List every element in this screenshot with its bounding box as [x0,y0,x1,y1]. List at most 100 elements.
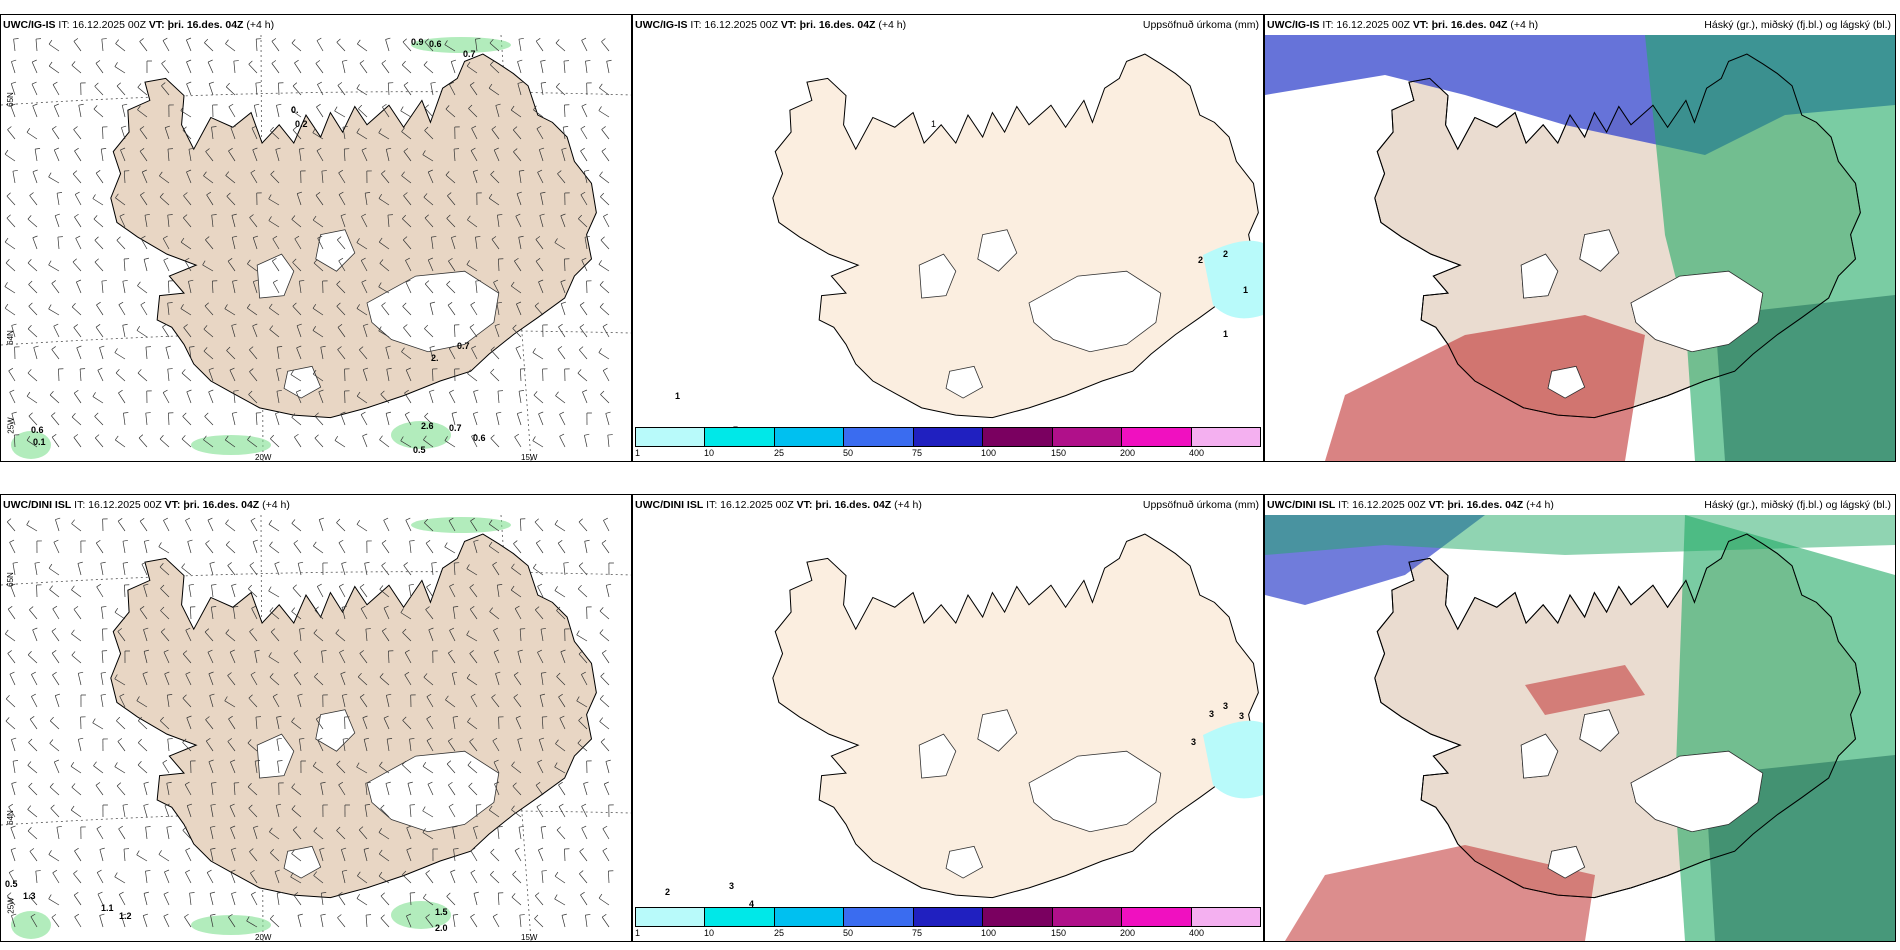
wind-barb-flag [580,147,585,152]
wind-barb-flag [10,103,16,107]
wind-barb-flag [428,257,433,261]
wind-barb-flag [9,671,15,675]
wind-barb [270,174,280,184]
wind-barb-flag [407,781,413,784]
wind-barb-flag [559,411,565,415]
wind-barb [211,215,214,228]
wind-barb-flag [556,826,561,831]
wind-barb [495,105,500,118]
wind-barb [423,897,434,906]
wind-barb-flag [364,737,370,740]
wind-barb [554,766,566,774]
wind-barb [115,43,126,52]
wind-barb [163,893,170,906]
wind-barb-flag [254,649,260,652]
wind-barb-flag [275,411,281,414]
wind-barb [74,850,82,862]
wind-barb [136,854,148,862]
precip-blob [411,517,511,533]
wind-barb [427,259,434,272]
wind-barb-flag [208,671,214,675]
wind-barb [211,585,214,598]
wind-barb [424,283,434,294]
wind-barb [232,281,236,294]
wind-barb [517,651,522,664]
wind-barb [336,42,346,52]
wind-barb [341,849,346,862]
wind-barb [10,585,16,598]
wind-barb-flag [534,518,539,523]
wind-barb [101,39,104,52]
wind-barb [184,260,192,272]
wind-barb-flag [385,781,391,784]
wind-barb [123,849,126,862]
wind-barb-flag [268,216,272,221]
wind-barb [74,916,82,928]
wind-barb-flag [447,302,453,306]
wind-barb [608,870,610,884]
wind-barb [580,894,588,906]
wind-barb-flag [317,81,322,85]
wind-barb-flag [291,805,296,810]
wind-barb [514,436,522,448]
wind-barb-flag [4,237,9,243]
wind-barb-flag [540,693,546,696]
wind-barb-flag [426,693,432,697]
wind-barb [318,519,324,532]
wind-barb-flag [292,302,297,307]
glacier [1028,750,1162,833]
wind-barb-flag [48,304,52,310]
wind-barb-flag [114,762,118,767]
wind-barb-flag [493,759,499,763]
wind-barb [298,281,302,294]
wind-barb [557,173,566,184]
wind-barb [140,238,148,250]
wind-barb [6,521,16,532]
wind-barb-flag [511,805,515,810]
wind-barb-flag [268,194,272,200]
wind-barb-flag [188,583,194,586]
value-label: 0.6 [473,433,486,443]
wind-barb [488,545,500,554]
wind-barb-flag [315,192,321,196]
legend-swatch [844,428,914,446]
wind-barb-flag [453,606,459,608]
wind-barb [599,698,610,708]
wind-barb [555,42,566,52]
wind-barb [249,565,258,576]
wind-barb-flag [71,519,75,524]
panel-header: UWC/DINI ISL IT: 16.12.2025 00Z VT: þri.… [3,499,290,511]
wind-barb [403,565,412,576]
wind-barb-flag [70,761,75,767]
wind-barb-flag [342,59,348,62]
wind-barb [275,413,280,426]
wind-barb [378,832,390,840]
wind-barb [518,171,522,184]
wind-barb [270,438,280,448]
wind-barb [291,721,302,730]
wind-barb-flag [144,539,150,542]
wind-barb [293,543,302,554]
wind-barb [27,830,38,840]
wind-barb [27,262,38,272]
wind-barb [95,542,104,554]
wind-barb-flag [537,583,543,587]
wind-barb [249,371,258,382]
wind-barb [26,524,38,532]
wind-barb-flag [210,847,216,850]
wind-barb [560,651,566,664]
wind-barb-flag [356,894,361,899]
wind-barb [226,196,236,206]
wind-barb-flag [251,605,257,609]
glacier [945,845,984,879]
wind-barb [579,327,588,338]
wind-barb-flag [269,673,274,678]
wind-barb-flag [470,301,476,306]
wind-barb-flag [116,236,121,241]
wind-barb [269,307,280,316]
wind-barb-flag [52,869,58,874]
wind-barb [207,61,214,74]
wind-barb [512,874,522,884]
wind-barb-flag [424,214,429,219]
wind-barb [249,631,258,642]
